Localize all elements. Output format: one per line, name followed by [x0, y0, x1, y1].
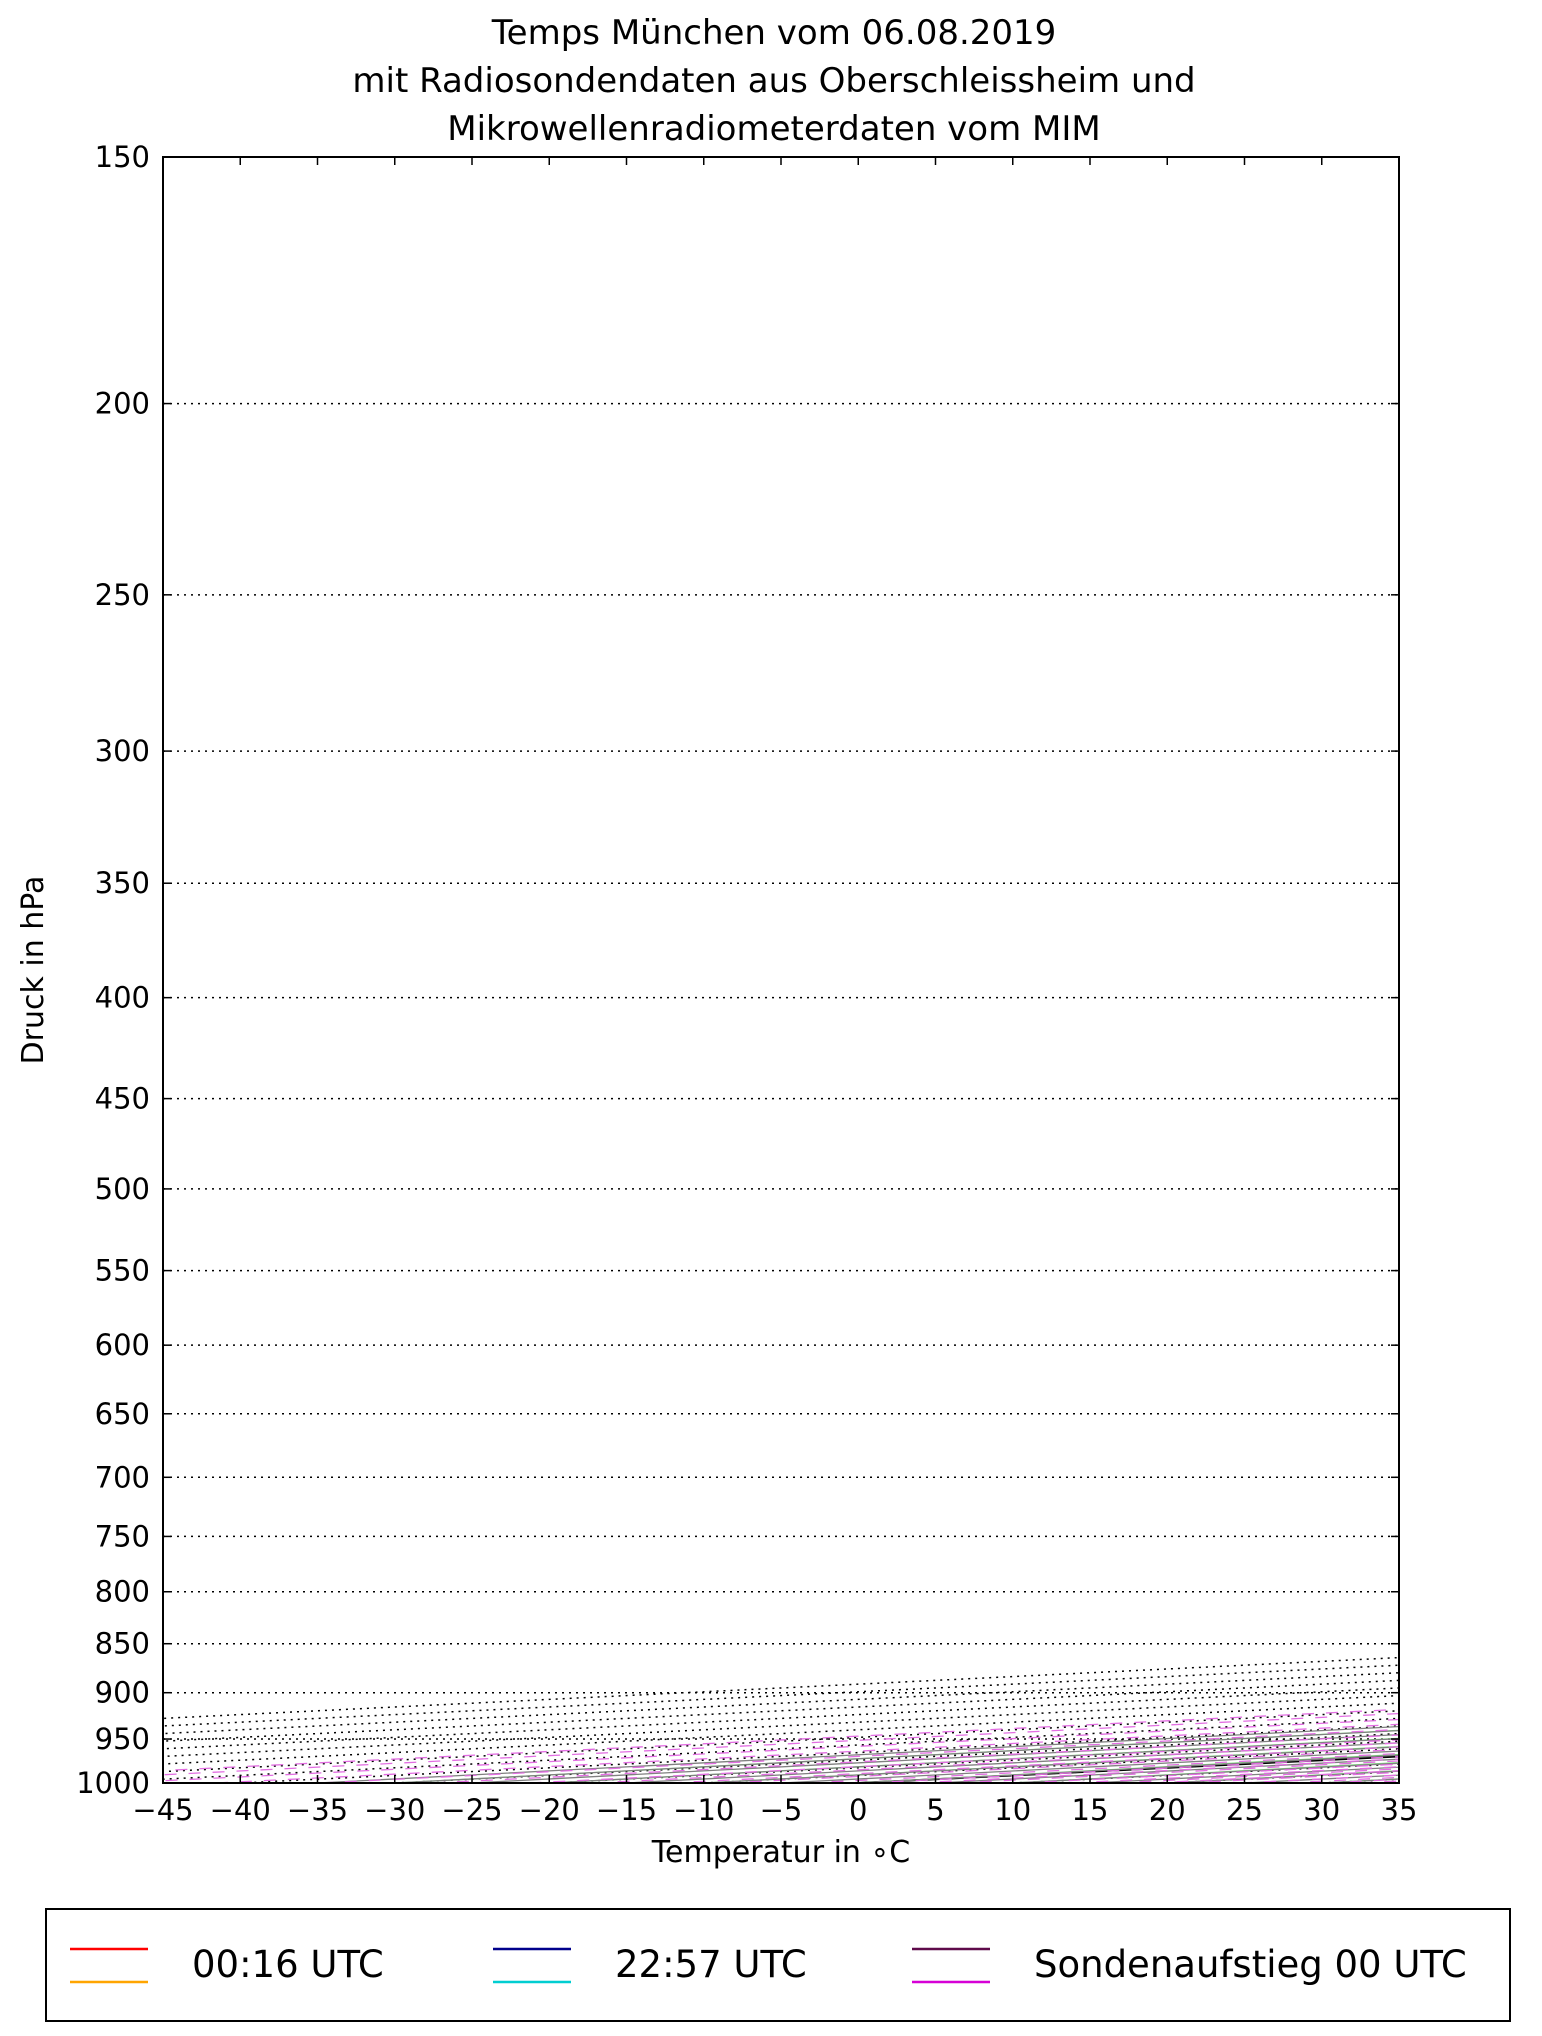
y-tick-label: 250	[95, 578, 150, 612]
x-tick-label: 5	[926, 1793, 944, 1827]
x-tick-label: −10	[673, 1793, 734, 1827]
legend-label: 00:16 UTC	[192, 1943, 384, 1986]
y-tick-label: 750	[95, 1519, 150, 1553]
x-tick-label: −15	[596, 1793, 657, 1827]
x-tick-label: 25	[1226, 1793, 1263, 1827]
x-tick-label: −30	[364, 1793, 425, 1827]
y-tick-label: 600	[95, 1328, 150, 1362]
legend-label: 22:57 UTC	[615, 1943, 807, 1986]
chart-title-line-2: mit Radiosondendaten aus Oberschleisshei…	[352, 61, 1195, 101]
y-tick-label: 550	[95, 1254, 150, 1288]
x-tick-label: 10	[994, 1793, 1031, 1827]
x-tick-label: 0	[849, 1793, 867, 1827]
y-tick-label: 500	[95, 1172, 150, 1206]
x-tick-label: 20	[1149, 1793, 1186, 1827]
y-tick-label: 850	[95, 1627, 150, 1661]
x-tick-label: −5	[760, 1793, 803, 1827]
y-tick-label: 950	[95, 1722, 150, 1756]
x-axis-label: Temperatur in ∘C	[651, 1835, 910, 1870]
x-tick-label: −35	[287, 1793, 348, 1827]
y-tick-label: 1000	[76, 1766, 150, 1800]
y-tick-label: 150	[95, 140, 150, 174]
legend-label: Sondenaufstieg 00 UTC	[1034, 1943, 1467, 1986]
legend: 00:16 UTC 22:57 UTC Sondenaufstieg 00 UTC	[46, 1909, 1510, 2021]
y-tick-label: 900	[95, 1676, 150, 1710]
y-tick-label: 450	[95, 1082, 150, 1116]
x-tick-label: 15	[1072, 1793, 1109, 1827]
y-tick-label: 700	[95, 1460, 150, 1494]
y-tick-label: 200	[95, 387, 150, 421]
y-tick-label: 800	[95, 1575, 150, 1609]
y-tick-label: 400	[95, 981, 150, 1015]
chart-title-line-3: Mikrowellenradiometerdaten vom MIM	[447, 109, 1100, 149]
x-tick-label: −25	[441, 1793, 502, 1827]
x-tick-label: −40	[210, 1793, 271, 1827]
chart-title-line-1: Temps München vom 06.08.2019	[491, 13, 1057, 53]
x-tick-label: 35	[1381, 1793, 1418, 1827]
x-tick-label: −20	[519, 1793, 580, 1827]
y-tick-label: 650	[95, 1397, 150, 1431]
y-tick-label: 350	[95, 866, 150, 900]
y-tick-label: 300	[95, 734, 150, 768]
y-axis-label: Druck in hPa	[16, 876, 51, 1065]
x-tick-label: 30	[1303, 1793, 1340, 1827]
